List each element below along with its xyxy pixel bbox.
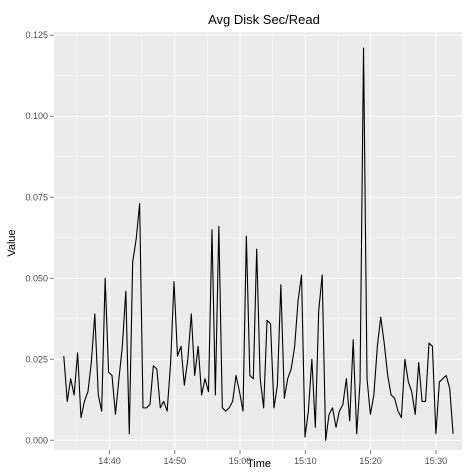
series-line [63, 47, 454, 441]
x-tick-label: 15:20 [359, 456, 382, 466]
x-tick-label: 15:00 [229, 456, 252, 466]
y-tick-label: 0.075 [25, 192, 48, 202]
y-tick-label: 0.050 [25, 273, 48, 283]
y-tick-label: 0.100 [25, 111, 48, 121]
x-tick-label: 14:40 [98, 456, 121, 466]
chart-title: Avg Disk Sec/Read [208, 12, 320, 27]
x-tick-label: 14:50 [164, 456, 187, 466]
x-tick-label: 15:30 [425, 456, 448, 466]
y-axis-title: Value [6, 229, 18, 256]
minor-gridlines [54, 32, 462, 450]
series-layer [63, 47, 454, 441]
y-tick-label: 0.000 [25, 435, 48, 445]
plot-panel [54, 32, 462, 450]
y-tick-label: 0.025 [25, 354, 48, 364]
x-axis-title: Time [247, 458, 271, 470]
x-axis: 14:40 14:50 15:00 15:10 15:20 15:30 [98, 450, 447, 466]
y-axis: 0.000 0.025 0.050 0.075 0.100 0.125 [25, 30, 54, 445]
y-tick-label: 0.125 [25, 30, 48, 40]
x-tick-label: 15:10 [294, 456, 317, 466]
